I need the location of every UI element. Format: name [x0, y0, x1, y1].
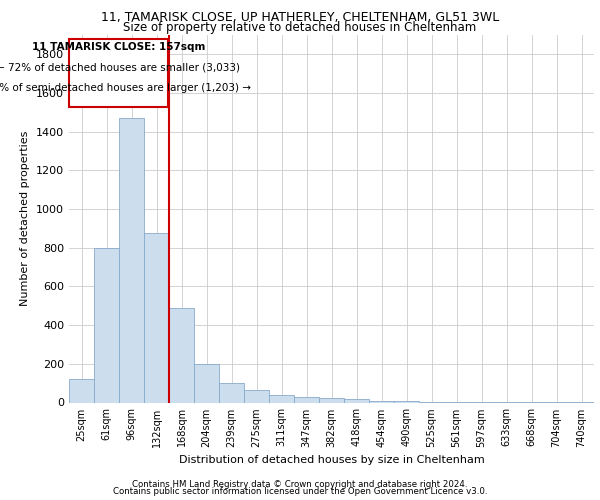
Text: 28% of semi-detached houses are larger (1,203) →: 28% of semi-detached houses are larger (…: [0, 84, 251, 94]
Bar: [244, 390, 269, 402]
Bar: [269, 395, 294, 402]
Y-axis label: Number of detached properties: Number of detached properties: [20, 131, 31, 306]
Text: Size of property relative to detached houses in Cheltenham: Size of property relative to detached ho…: [124, 21, 476, 34]
Bar: [119, 118, 144, 403]
Bar: [394, 401, 419, 402]
Bar: [194, 364, 219, 403]
Text: 11, TAMARISK CLOSE, UP HATHERLEY, CHELTENHAM, GL51 3WL: 11, TAMARISK CLOSE, UP HATHERLEY, CHELTE…: [101, 11, 499, 24]
Bar: [294, 396, 319, 402]
Text: ← 72% of detached houses are smaller (3,033): ← 72% of detached houses are smaller (3,…: [0, 62, 241, 72]
Bar: [369, 400, 394, 402]
X-axis label: Distribution of detached houses by size in Cheltenham: Distribution of detached houses by size …: [179, 455, 484, 465]
Bar: [219, 383, 244, 402]
Bar: [94, 248, 119, 402]
Bar: [319, 398, 344, 402]
Bar: [69, 39, 168, 106]
Bar: [344, 398, 369, 402]
Bar: [144, 234, 169, 402]
Text: Contains public sector information licensed under the Open Government Licence v3: Contains public sector information licen…: [113, 488, 487, 496]
Text: Contains HM Land Registry data © Crown copyright and database right 2024.: Contains HM Land Registry data © Crown c…: [132, 480, 468, 489]
Text: 11 TAMARISK CLOSE: 157sqm: 11 TAMARISK CLOSE: 157sqm: [32, 42, 205, 52]
Bar: [69, 380, 94, 402]
Bar: [169, 308, 194, 402]
